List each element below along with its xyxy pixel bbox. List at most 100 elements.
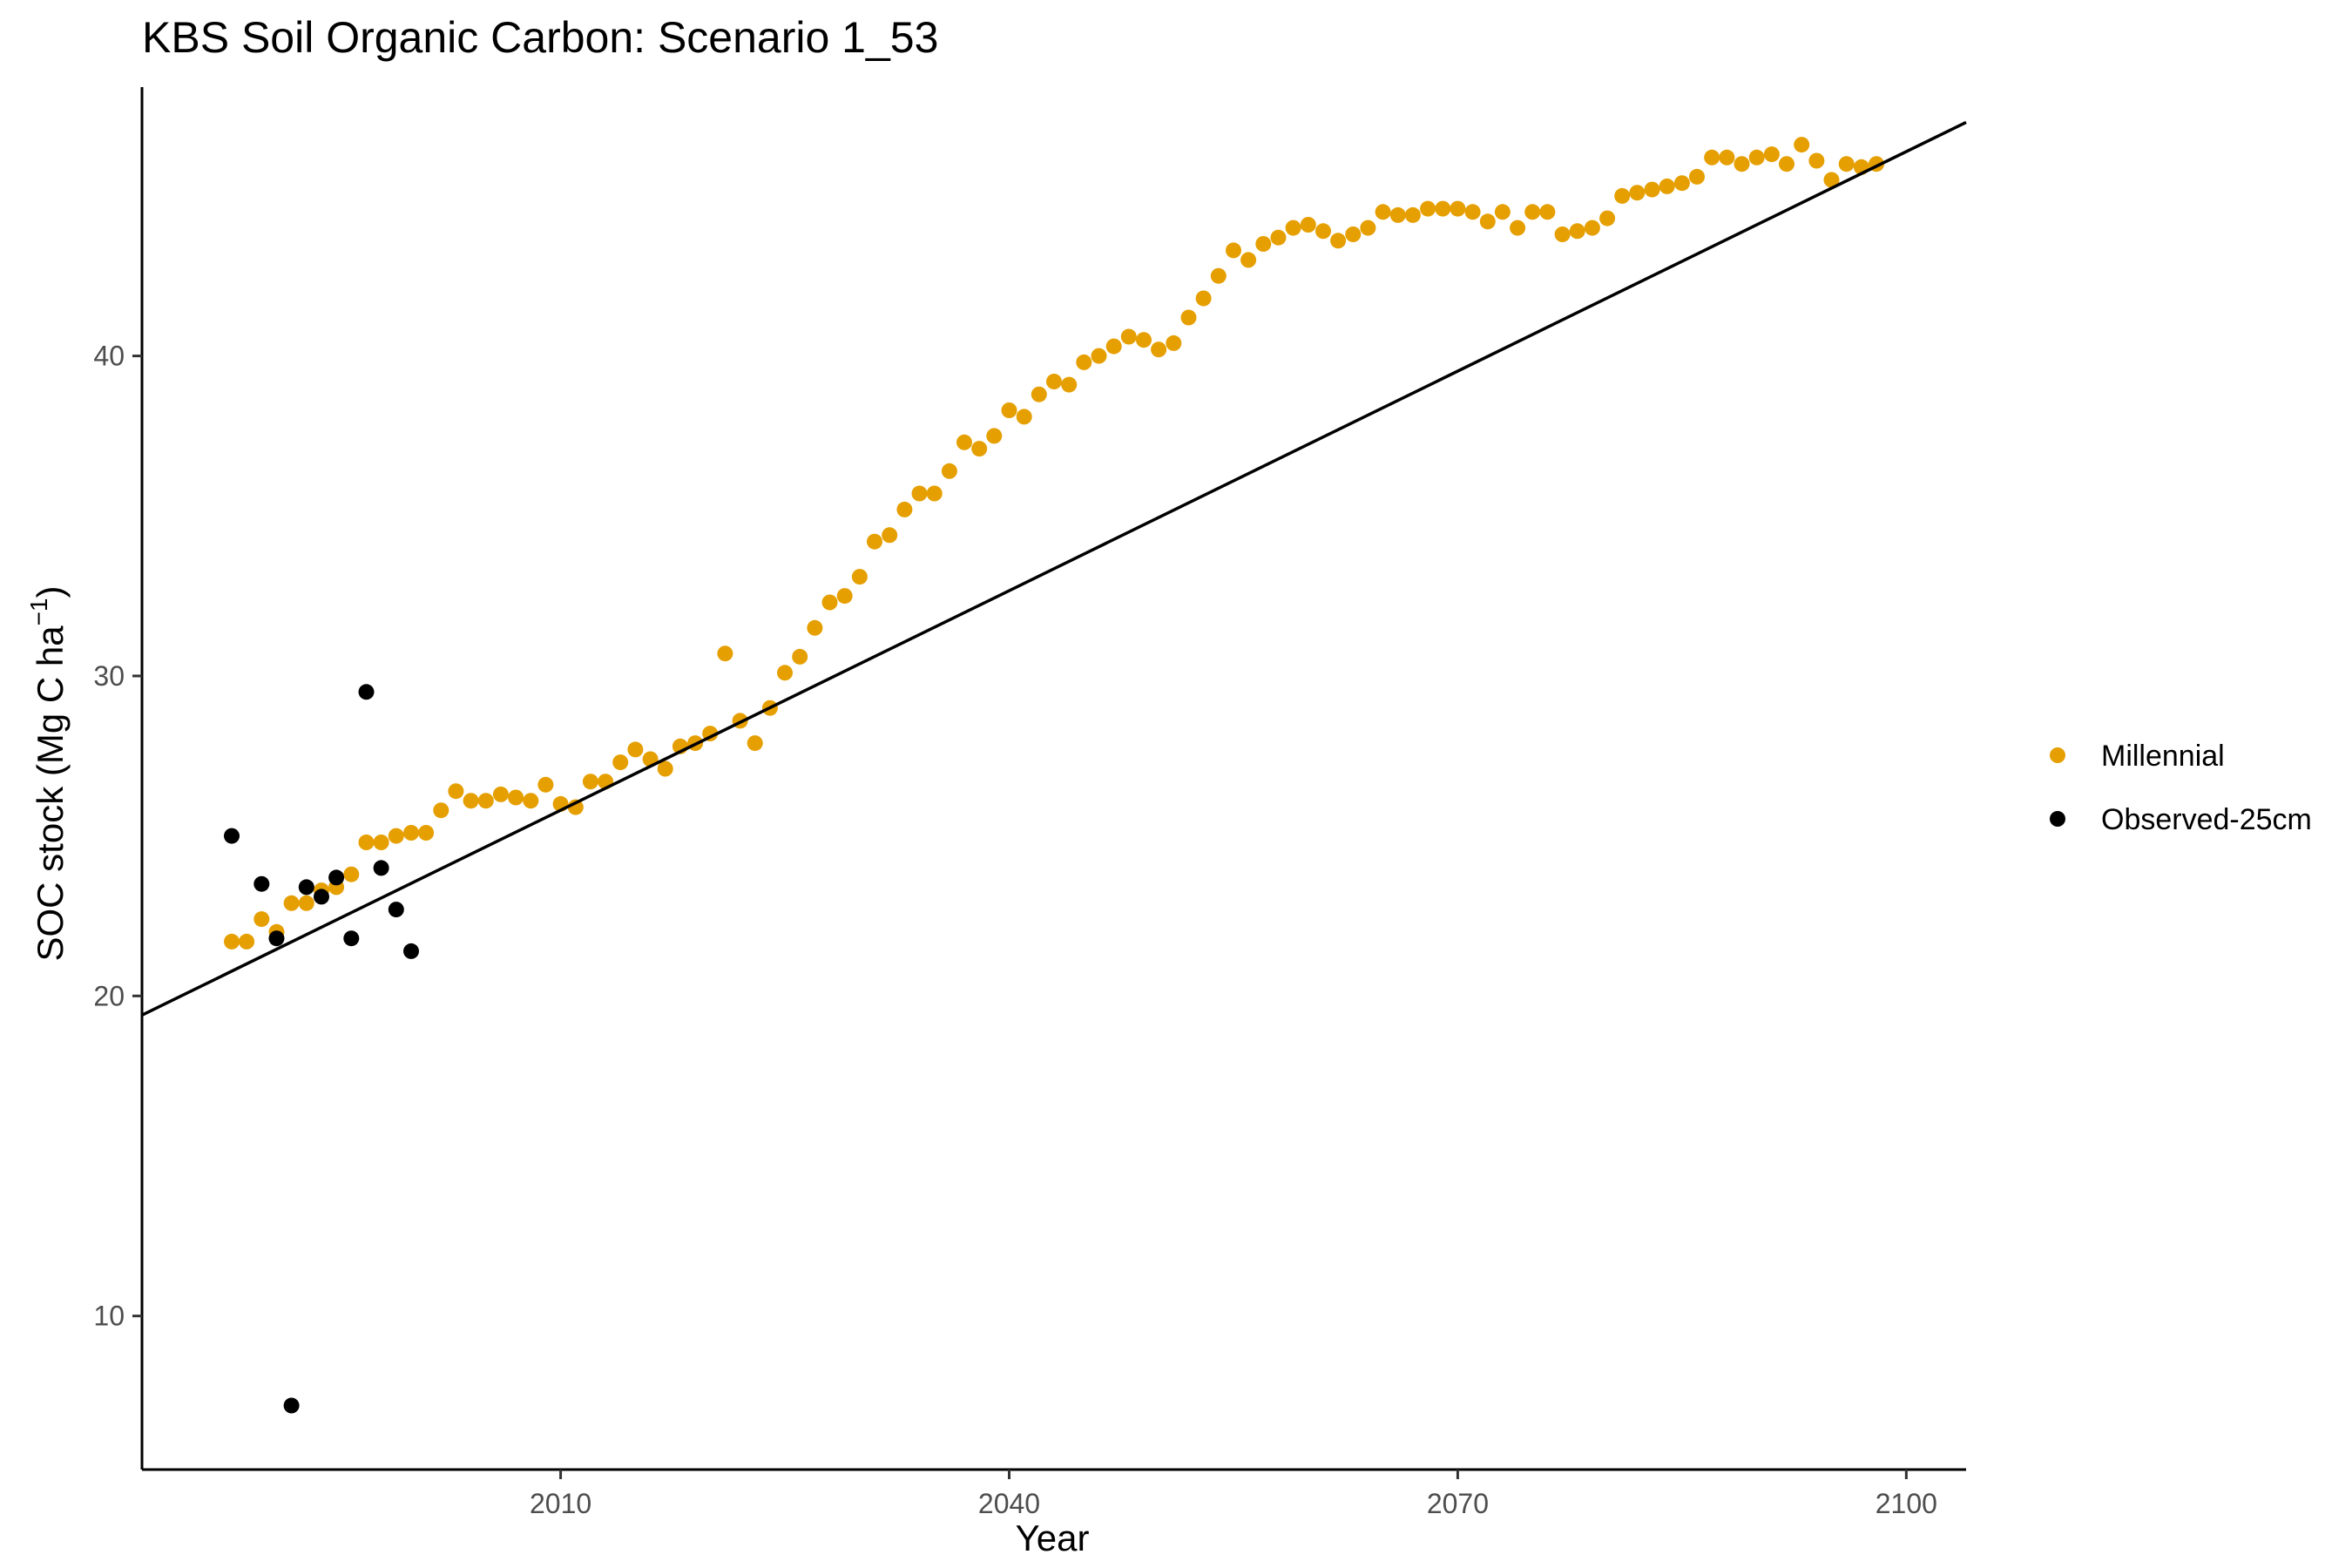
observed-25cm-point [358,684,375,700]
millennial-point [283,895,300,911]
millennial-point [777,665,793,681]
legend-key [2050,747,2065,763]
millennial-point [358,835,375,850]
millennial-point [836,588,853,605]
millennial-point [1808,152,1825,169]
observed-25cm-point [328,869,345,886]
millennial-point [523,793,539,809]
millennial-point [508,789,524,806]
observed-25cm-point [314,889,329,905]
millennial-point [1435,200,1451,217]
millennial-point [1719,149,1735,166]
millennial-point [821,594,838,611]
millennial-point [253,911,270,928]
x-axis-title: Year [1016,1517,1090,1558]
millennial-point [1120,328,1137,345]
millennial-point [1076,354,1092,370]
millennial-point [971,441,988,457]
observed-25cm-point [343,930,360,947]
millennial-point [1404,206,1421,223]
legend-label: Observed-25cm [2101,803,2312,836]
x-tick-label: 2100 [1876,1488,1937,1519]
millennial-point [403,825,419,841]
x-tick-label: 2070 [1427,1488,1489,1519]
millennial-point [1285,220,1301,236]
millennial-point [448,783,464,800]
millennial-point [747,735,763,752]
millennial-point [627,741,644,758]
millennial-point [1599,210,1616,226]
millennial-point [1270,229,1287,246]
millennial-point [926,485,943,502]
millennial-point [1315,223,1331,240]
millennial-point [1195,290,1212,307]
millennial-point [1210,267,1227,284]
observed-25cm-point [283,1397,300,1414]
millennial-point [1763,146,1780,163]
observed-25cm-point [298,879,314,896]
millennial-point [582,774,598,790]
trend-line [141,120,1967,1017]
millennial-point [657,760,673,777]
chart-title: KBS Soil Organic Carbon: Scenario 1_53 [142,13,938,62]
millennial-point [1629,185,1646,201]
millennial-point [1673,175,1690,192]
millennial-point [1166,335,1182,351]
legend-label: Millennial [2101,740,2225,773]
millennial-point [1226,242,1241,259]
observed-25cm-point [388,902,404,918]
millennial-point [1479,213,1496,230]
millennial-point [1644,181,1660,198]
millennial-point [1779,156,1794,172]
millennial-point [1016,409,1032,425]
millennial-point [1345,226,1362,242]
plot-area [141,120,1967,1414]
millennial-point [1360,220,1376,236]
millennial-point [1001,402,1017,418]
millennial-point [492,786,509,802]
observed-25cm-point [268,930,285,947]
x-tick-label: 2010 [530,1488,591,1519]
millennial-point [986,428,1003,444]
millennial-point [1330,233,1347,249]
millennial-point [1794,137,1810,153]
millennial-point [1105,338,1122,355]
millennial-point [1689,168,1705,185]
millennial-point [1734,156,1750,172]
millennial-point [1031,386,1047,402]
millennial-point [1389,206,1406,223]
millennial-point [882,527,898,544]
observed-25cm-point [224,828,240,844]
millennial-point [1151,341,1167,358]
millennial-point [1046,374,1062,389]
millennial-point [1136,332,1152,348]
millennial-point [1375,204,1391,220]
millennial-point [537,776,554,793]
observed-25cm-point [253,875,270,892]
millennial-point [717,645,733,662]
millennial-point [1569,223,1585,240]
legend: Millennial Observed-25cm [2050,740,2312,836]
millennial-point [941,463,957,479]
y-axis-title: SOC stock (Mg C ha−1) [25,585,71,961]
millennial-point [1450,200,1466,217]
millennial-point [956,434,972,450]
millennial-point [1464,204,1481,220]
millennial-point [1748,149,1765,166]
millennial-point [1838,156,1855,172]
millennial-point [373,835,389,850]
x-tick-label: 2040 [978,1488,1040,1519]
millennial-point [477,793,494,809]
y-axis-title-superscript: −1 [25,598,52,625]
millennial-point [1255,236,1272,252]
millennial-point [1420,200,1436,217]
millennial-point [792,648,808,665]
millennial-point [1524,204,1541,220]
y-axis-title-suffix: ) [30,585,71,598]
y-tick-label: 40 [93,341,125,372]
millennial-point [1091,348,1107,364]
millennial-point [867,533,882,550]
millennial-point [1554,226,1571,242]
y-tick-label: 20 [93,980,125,1011]
